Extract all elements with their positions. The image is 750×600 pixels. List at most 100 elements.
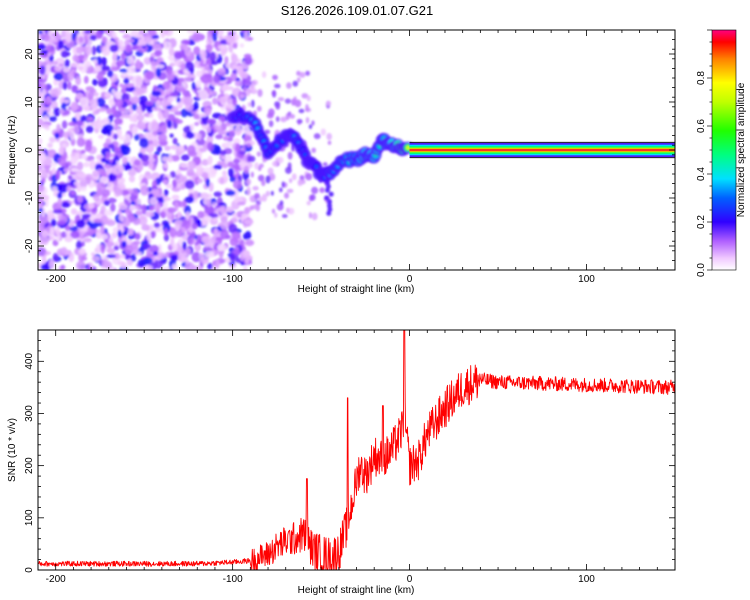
spectrogram-cell	[227, 161, 234, 168]
spectrogram-cell	[215, 134, 223, 140]
spectrogram-cell	[281, 181, 285, 188]
spectrogram-cell	[193, 101, 199, 111]
spectrogram-cell	[261, 71, 267, 78]
spectrogram-cell	[275, 116, 280, 122]
spectrogram-cell	[199, 49, 207, 60]
spectrogram-cell	[106, 219, 116, 227]
spectrogram-cell	[234, 125, 242, 136]
spectrogram-cell	[205, 173, 216, 178]
spectrogram-cell	[166, 69, 173, 76]
spectrogram-cell	[319, 187, 325, 194]
spectrogram-cell	[222, 170, 227, 176]
spectrogram-cell	[113, 245, 119, 251]
spectrogram-cell	[163, 40, 172, 50]
spectrogram-cell	[97, 56, 102, 66]
x-tick-label: 0	[407, 274, 413, 285]
spectrogram-cell	[104, 261, 113, 270]
spectrogram-cell	[301, 93, 309, 99]
spectrogram-cell	[184, 39, 191, 45]
spectrogram-cell	[130, 201, 136, 206]
spectrogram-cell	[131, 102, 138, 111]
spectrogram-cell	[61, 99, 70, 104]
spectrogram-cell	[190, 123, 194, 132]
spectrogram-cell	[149, 197, 158, 206]
spectrogram-cell	[83, 34, 89, 45]
spectrogram-cell	[243, 86, 247, 93]
spectrogram-cell	[96, 182, 107, 192]
spectrogram-cell	[106, 241, 113, 249]
spectrogram-cell	[244, 256, 250, 265]
spectrogram-cell	[275, 157, 280, 162]
spectrogram-cell	[233, 179, 242, 190]
spectrogram-cell	[128, 175, 136, 183]
spectrogram-cell	[57, 183, 68, 194]
spectrogram-cell	[123, 113, 131, 119]
spectrogram-cell	[123, 77, 130, 85]
spectrogram-cell	[97, 107, 107, 112]
spectrogram-cell	[326, 133, 333, 141]
spectrogram-cell	[232, 212, 238, 218]
spectrogram-cell	[118, 30, 127, 33]
spectrogram-ylabel: Frequency (Hz)	[7, 116, 18, 185]
spectrogram-cell	[58, 146, 65, 156]
spectrogram-cell	[122, 34, 132, 39]
spectrogram-cell	[55, 34, 62, 40]
snr-xlabel: Height of straight line (km)	[298, 585, 415, 596]
spectrogram-cell	[101, 45, 111, 56]
spectrogram-cell	[101, 56, 107, 67]
spectrogram-cell	[167, 113, 176, 121]
spectrogram-cell	[148, 140, 154, 145]
colorbar-gradient	[711, 29, 737, 271]
spectrogram-cell	[261, 179, 266, 187]
spectrogram-cell	[61, 120, 68, 129]
spectrogram-cell	[89, 159, 96, 170]
spectrogram-cell	[192, 32, 202, 43]
spectrogram-cell	[146, 231, 152, 242]
spectrogram-cell	[162, 109, 170, 119]
spectrogram-cell	[41, 254, 47, 264]
spectrogram-cell	[167, 207, 176, 214]
spectrogram-cell	[100, 157, 107, 163]
spectrogram-cell	[126, 258, 134, 266]
spectrogram-cell	[249, 195, 256, 203]
spectrogram-cell	[151, 121, 159, 132]
spectrogram-cell	[111, 108, 117, 115]
spectrogram-cell	[206, 126, 212, 133]
spectrogram-cell	[171, 105, 179, 113]
spectrogram-cell	[114, 37, 120, 42]
spectrogram-cell	[71, 85, 78, 93]
spectrogram-cell	[296, 77, 301, 83]
x-tick-label: -100	[223, 574, 243, 585]
spectrogram-cell	[225, 190, 236, 196]
spectrogram-cell	[58, 156, 67, 166]
spectrogram-cell	[244, 30, 249, 42]
spectrogram-cell	[118, 164, 125, 173]
spectrogram-cell	[54, 132, 60, 139]
spectrogram-cell	[153, 222, 161, 228]
spectrogram-cell	[141, 102, 146, 112]
spectrogram-cell	[51, 60, 58, 66]
spectrogram-cell	[119, 68, 129, 73]
spectrogram-cell	[38, 109, 43, 116]
spectrogram-cell	[68, 121, 77, 127]
spectrogram-cell	[111, 232, 118, 239]
spectrogram-cell	[121, 240, 127, 248]
spectrogram-cell	[41, 230, 49, 238]
spectrogram-cell	[44, 163, 50, 174]
spectrogram-cell	[112, 133, 119, 140]
x-tick-label: -200	[46, 574, 66, 585]
spectrogram-cell	[75, 75, 82, 86]
spectrogram-cell	[206, 118, 217, 125]
spectrogram-cell	[140, 185, 149, 196]
spectrogram-cell	[41, 123, 50, 129]
spectrogram-cell	[135, 76, 143, 86]
spectrogram-cell	[325, 176, 331, 182]
spectrogram-cell	[77, 161, 84, 171]
spectrogram-cell	[199, 59, 204, 66]
spectrogram-cell	[209, 90, 217, 96]
spectrogram-cell	[162, 179, 168, 184]
spectrogram-cell	[212, 202, 217, 207]
spectrogram-cell	[195, 138, 205, 146]
spectrogram-cell	[203, 215, 212, 221]
